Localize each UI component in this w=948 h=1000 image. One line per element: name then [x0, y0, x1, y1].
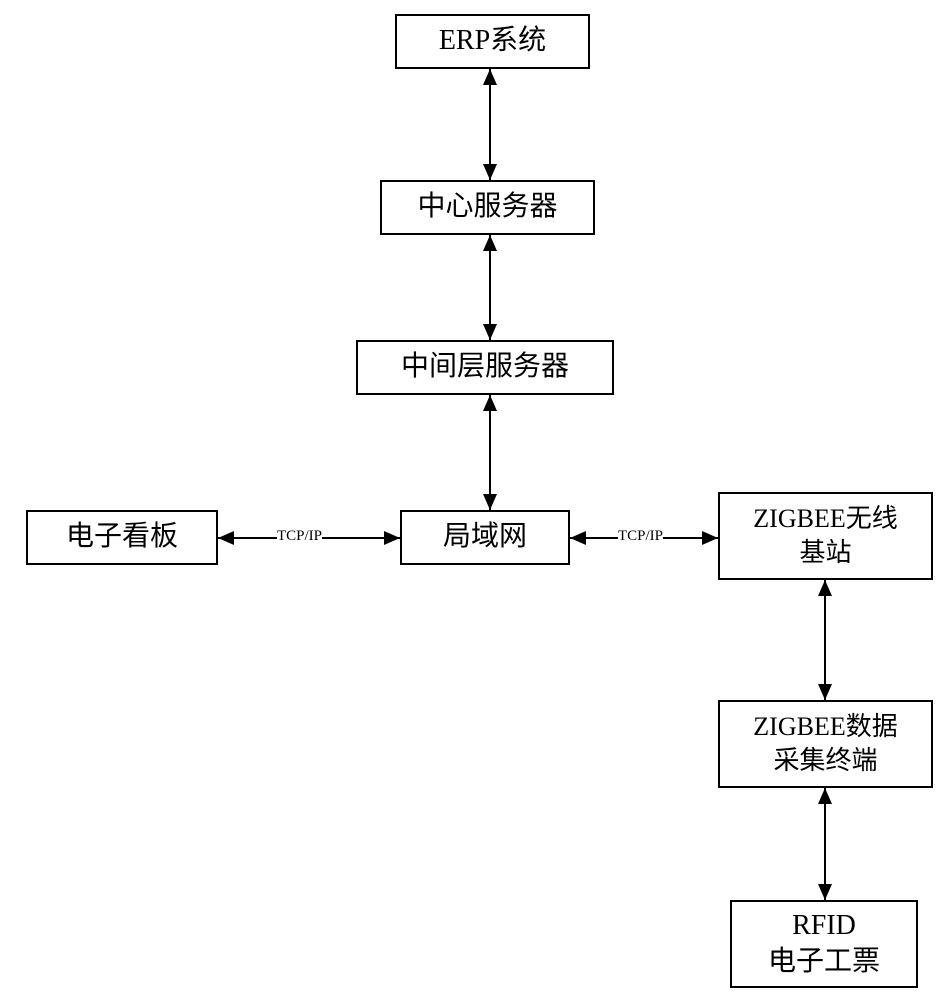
node-label: 中间层服务器	[401, 349, 569, 385]
node-label: ERP系统	[439, 23, 546, 59]
node-zigbee-term: ZIGBEE数据 采集终端	[718, 700, 933, 788]
node-ekanban: 电子看板	[26, 510, 218, 565]
node-label: 局域网	[443, 519, 527, 555]
edge-erp-center	[480, 69, 500, 180]
node-erp: ERP系统	[395, 14, 590, 69]
node-label: ZIGBEE数据 采集终端	[753, 710, 897, 778]
edge-label-tcpip-right: TCP/IP	[618, 528, 663, 545]
node-center-server: 中心服务器	[380, 180, 595, 235]
node-label: RFID 电子工票	[768, 908, 880, 981]
node-zigbee-base: ZIGBEE无线 基站	[718, 492, 933, 580]
node-mid-server: 中间层服务器	[356, 340, 614, 395]
edge-mid-lan	[480, 395, 500, 510]
node-lan: 局域网	[400, 510, 570, 565]
node-label: 中心服务器	[417, 189, 557, 225]
node-rfid: RFID 电子工票	[730, 900, 918, 988]
edge-zigbeebase-zigbeeterm	[815, 580, 835, 700]
edge-center-mid	[480, 235, 500, 340]
edge-label-tcpip-left: TCP/IP	[277, 528, 322, 545]
node-label: 电子看板	[66, 519, 178, 555]
node-label: ZIGBEE无线 基站	[753, 502, 897, 570]
edge-zigbeeterm-rfid	[815, 788, 835, 900]
